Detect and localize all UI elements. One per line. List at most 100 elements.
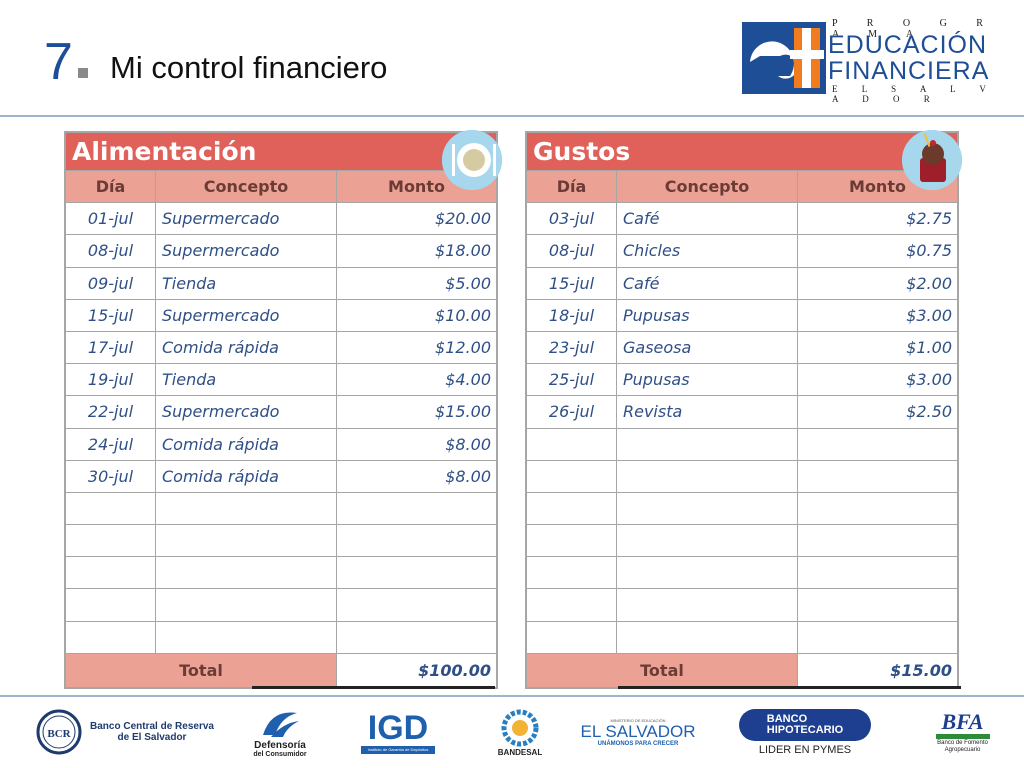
cell-monto: $15.00: [435, 402, 491, 422]
empty-table-row: [66, 491, 496, 525]
cell-dia: 26-jul: [527, 396, 617, 428]
empty-cell: [617, 525, 798, 557]
table-total-row: Total $100.00: [66, 652, 496, 687]
cell-dia: 08-jul: [66, 235, 156, 267]
cell-concepto: Revista: [617, 396, 798, 428]
empty-cell: [527, 589, 617, 621]
empty-cell: [66, 492, 156, 525]
empty-cell: [337, 589, 496, 620]
empty-cell: [337, 622, 496, 653]
plate-cutlery-icon: [442, 130, 502, 190]
table-row: 08-jul Chicles $0.75: [527, 234, 957, 267]
table-row: 15-jul Supermercado $10.00: [66, 298, 496, 331]
header-dia: Día: [66, 171, 156, 203]
empty-table-row: [527, 556, 957, 589]
cell-concepto: Comida rápida: [156, 331, 337, 364]
bfa-letters: BFA: [941, 708, 984, 734]
cell-concepto: Café: [617, 203, 798, 235]
empty-cell: [798, 622, 957, 653]
cell-concepto: Supermercado: [156, 235, 337, 267]
empty-table-row: [527, 588, 957, 621]
table-row: 25-jul Pupusas $3.00: [527, 363, 957, 396]
bfa-logo: BFA Banco de Fomento Agropecuario: [925, 700, 1000, 764]
logo-line1: EDUCACIÓN: [828, 31, 988, 59]
banco-hipotecario-badge: BANCO HIPOTECARIO: [739, 708, 871, 741]
bfa-line3: Agropecuario: [944, 746, 981, 753]
header-divider: [0, 115, 1024, 117]
empty-table-row: [66, 588, 496, 621]
cell-monto: $8.00: [445, 466, 491, 486]
bh-slogan: LIDER EN PYMES: [758, 743, 852, 756]
empty-cell: [156, 557, 337, 589]
empty-cell: [798, 589, 957, 620]
table-row: 18-jul Pupusas $3.00: [527, 298, 957, 331]
empty-cell: [527, 557, 617, 589]
empty-cell: [617, 621, 798, 653]
table-row: 09-jul Tienda $5.00: [66, 266, 496, 299]
cell-dia: 24-jul: [66, 428, 156, 460]
empty-table-row: [527, 491, 957, 525]
table-row: 15-jul Café $2.00: [527, 266, 957, 299]
cell-dia: 19-jul: [66, 364, 156, 396]
section-number-dot: [78, 68, 88, 78]
cell-dia: 22-jul: [66, 396, 156, 428]
cell-dia: 01-jul: [66, 203, 156, 235]
igd-subtitle: Instituto de Garantía de Depósitos: [361, 746, 435, 754]
bcr-line1: Banco Central de Reserva: [90, 721, 214, 732]
empty-cell: [798, 557, 957, 588]
el-salvador-small: MINISTERIO DE EDUCACIÓN: [610, 717, 666, 723]
table-body: 03-jul Café $2.75 08-jul Chicles $0.75 15-jul C…: [527, 202, 957, 653]
cell-monto: $0.75: [906, 241, 952, 261]
cell-concepto: Supermercado: [156, 299, 337, 331]
table-title: Alimentación: [66, 133, 496, 170]
header-dia: Día: [527, 171, 617, 203]
cell-monto: $3.00: [906, 370, 952, 390]
cell-monto: $18.00: [435, 241, 491, 261]
cell-monto: $3.00: [906, 305, 952, 325]
empty-cell: [527, 492, 617, 525]
cell-concepto: Supermercado: [156, 203, 337, 235]
defensoria-logo: Defensoría del Consumidor: [245, 700, 315, 764]
table-row: 24-jul Comida rápida $8.00: [66, 427, 496, 460]
empty-cell: [527, 460, 617, 492]
igd-logo: IGD Instituto de Garantía de Depósitos: [358, 700, 438, 764]
bfa-bar: [935, 733, 990, 739]
empty-cell: [617, 428, 798, 460]
empty-table-row: [66, 556, 496, 589]
table-row: 22-jul Supermercado $15.00: [66, 395, 496, 428]
cell-concepto: Pupusas: [617, 299, 798, 331]
empty-table-row: [527, 620, 957, 653]
bcr-seal-icon: BCR: [36, 709, 82, 755]
cell-dia: 17-jul: [66, 331, 156, 364]
table-row: 19-jul Tienda $4.00: [66, 363, 496, 396]
banco-hipotecario-logo: BANCO HIPOTECARIO LIDER EN PYMES: [735, 700, 875, 764]
bh-line1: BANCO: [766, 712, 808, 725]
cell-concepto: Tienda: [156, 364, 337, 396]
table-header-row: Día Concepto Monto: [66, 170, 496, 203]
cell-monto: $20.00: [435, 209, 491, 229]
bandesal-text: BANDESAL: [497, 747, 543, 757]
empty-table-row: [527, 427, 957, 460]
table-underline-right: [618, 686, 961, 689]
cell-dia: 03-jul: [527, 203, 617, 235]
empty-cell: [156, 525, 337, 557]
cell-monto: $10.00: [435, 305, 491, 325]
table-total-row: Total $15.00: [527, 652, 957, 687]
logo-programa-text: P R O G R A M A: [832, 18, 997, 40]
logo-line2: FINANCIERA: [828, 57, 990, 85]
cell-concepto: Chicles: [617, 235, 798, 267]
empty-table-row: [527, 459, 957, 492]
el-salvador-logo: MINISTERIO DE EDUCACIÓN EL SALVADOR UNÁM…: [578, 700, 698, 764]
empty-cell: [156, 589, 337, 621]
cell-monto: $4.00: [445, 370, 491, 390]
dessert-cup-icon: [902, 130, 962, 190]
cell-concepto: Pupusas: [617, 364, 798, 396]
total-value: $100.00: [337, 653, 496, 687]
el-salvador-slogan: UNÁMONOS PARA CRECER: [597, 740, 679, 747]
empty-cell: [66, 621, 156, 653]
cell-monto: $2.50: [906, 402, 952, 422]
cell-concepto: Comida rápida: [156, 460, 337, 492]
empty-cell: [617, 492, 798, 525]
empty-cell: [798, 429, 957, 460]
educacion-financiera-logo: P R O G R A M A EDUCACIÓN FINANCIERA E L…: [742, 18, 1012, 104]
